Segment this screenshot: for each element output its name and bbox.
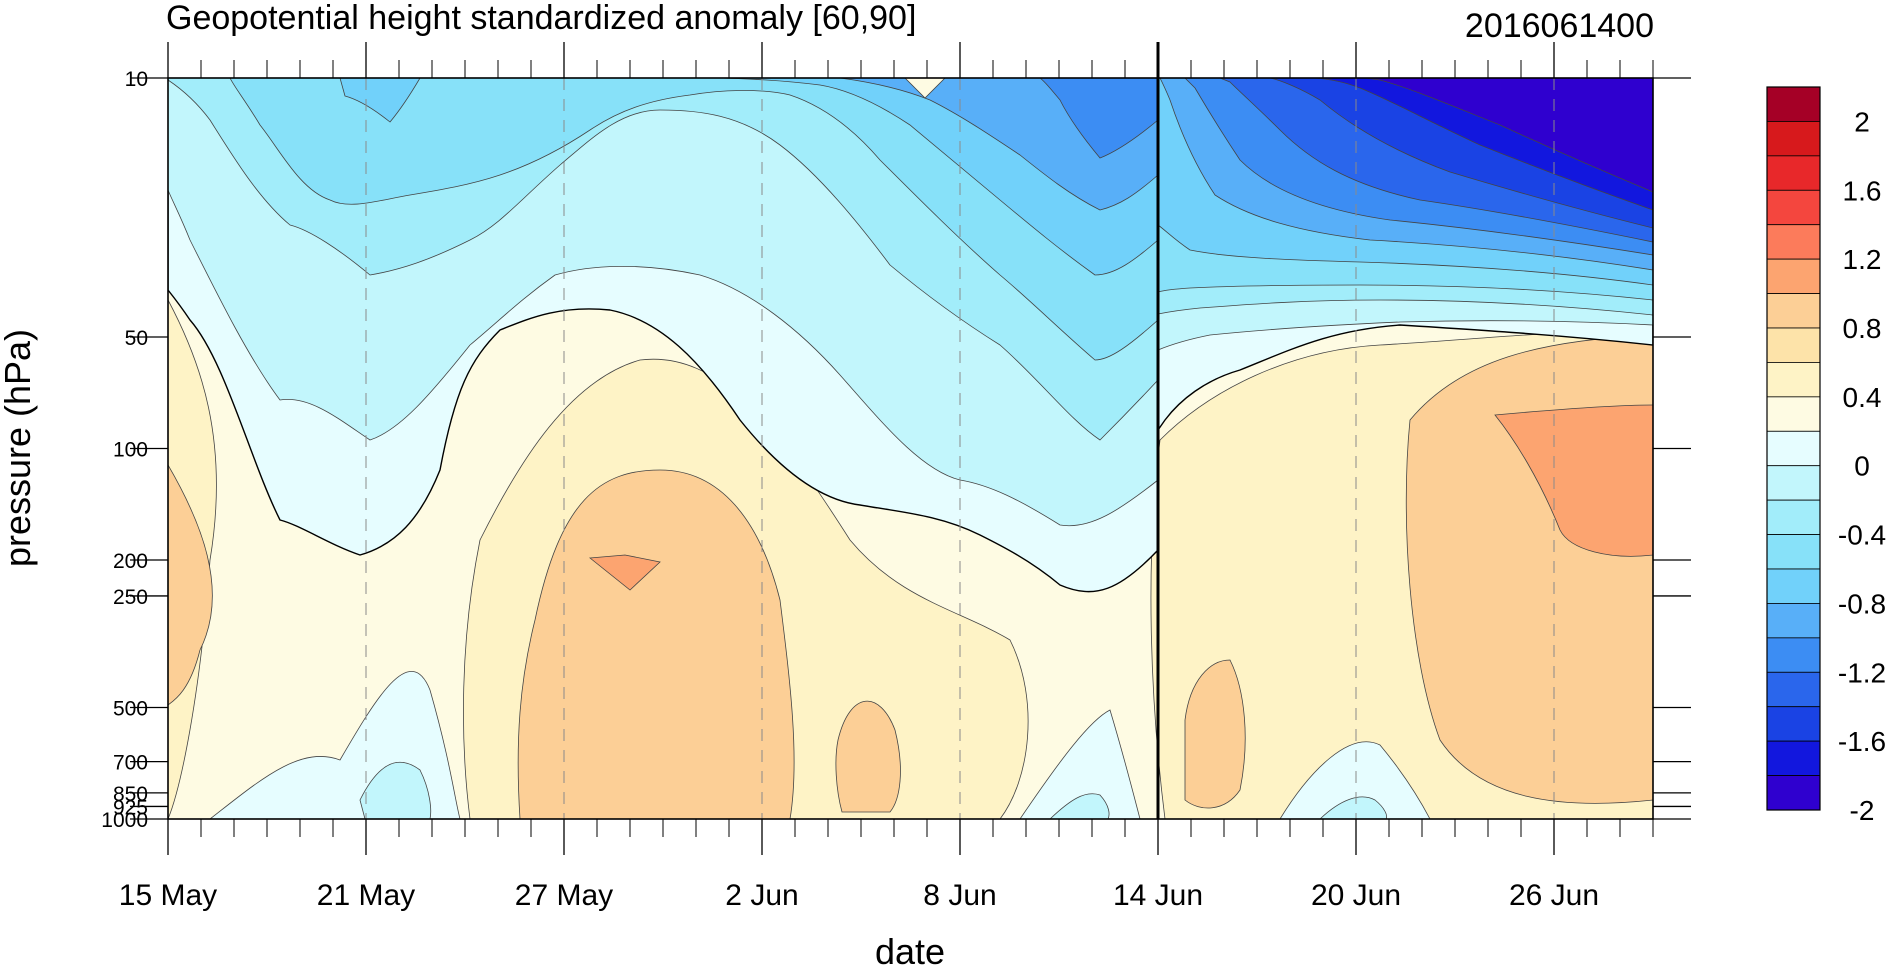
- colorbar-label: -1.6: [1838, 726, 1886, 757]
- y-tick-label: 500: [113, 697, 148, 720]
- y-tick-label: 925: [113, 796, 148, 819]
- x-tick-label: 21 May: [317, 879, 415, 912]
- colorbar-swatch: [1766, 740, 1821, 776]
- date-stamp: 2016061400: [1465, 7, 1654, 45]
- x-tick-label: 20 Jun: [1311, 879, 1401, 912]
- colorbar-label: 1.2: [1843, 244, 1882, 275]
- plot-frame: [167, 77, 1654, 820]
- colorbar-label: -1.2: [1838, 657, 1886, 688]
- axes: [130, 42, 1691, 855]
- colorbar-swatch: [1766, 637, 1821, 673]
- colorbar-swatch: [1766, 465, 1821, 501]
- y-tick-label: 200: [113, 550, 148, 573]
- colorbar-swatch: [1766, 499, 1821, 535]
- colorbar-swatch: [1766, 293, 1821, 329]
- colorbar-swatch: [1766, 224, 1821, 260]
- x-tick-label: 14 Jun: [1113, 879, 1203, 912]
- colorbar-labels: 2 1.6 1.2 0.8 0.4 0 -0.4 -0.8 -1.2 -1.6 -2: [1838, 106, 1886, 826]
- colorbar-swatch: [1766, 327, 1821, 363]
- colorbar-label: 0: [1854, 451, 1870, 482]
- colorbar-swatch: [1766, 86, 1821, 122]
- colorbar-swatch: [1766, 706, 1821, 742]
- colorbar-swatch: [1766, 258, 1821, 294]
- chart-title: Geopotential height standardized anomaly…: [166, 0, 916, 37]
- x-tick-label: 15 May: [119, 879, 217, 912]
- y-tick-label: 850: [113, 783, 148, 806]
- y-axis-label: pressure (hPa): [0, 329, 38, 567]
- colorbar-label: -0.4: [1838, 520, 1886, 551]
- colorbar-label: -2: [1850, 795, 1875, 826]
- colorbar-swatch: [1766, 775, 1821, 811]
- colorbar: [1766, 86, 1821, 811]
- x-tick-label: 26 Jun: [1509, 879, 1599, 912]
- colorbar-swatch: [1766, 603, 1821, 639]
- colorbar-swatch: [1766, 396, 1821, 432]
- colorbar-label: 1.6: [1843, 175, 1882, 206]
- y-tick-label: 100: [113, 439, 148, 462]
- colorbar-label: 2: [1854, 106, 1870, 137]
- colorbar-swatch: [1766, 155, 1821, 191]
- colorbar-label: -0.8: [1838, 588, 1886, 619]
- colorbar-frame: [1766, 86, 1821, 811]
- contour-field: [168, 78, 1653, 819]
- colorbar-swatch: [1766, 189, 1821, 226]
- colorbar-swatch: [1766, 430, 1821, 467]
- y-tick-label: 250: [113, 586, 148, 609]
- colorbar-swatch: [1766, 568, 1821, 604]
- colorbar-label: 0.8: [1843, 313, 1882, 344]
- x-tick-label: 27 May: [515, 879, 613, 912]
- colorbar-label: 0.4: [1843, 382, 1882, 413]
- x-tick-labels: 15 May 21 May 27 May 2 Jun 8 Jun 14 Jun 20 Jun…: [119, 879, 1599, 912]
- y-tick-label: 50: [125, 327, 148, 350]
- y-tick-label: 10: [125, 68, 148, 91]
- colorbar-swatch: [1766, 671, 1821, 708]
- x-axis-label: date: [875, 931, 945, 969]
- y-tick-label: 700: [113, 752, 148, 775]
- y-tick-label: 1000: [101, 809, 148, 832]
- x-tick-label: 2 Jun: [725, 879, 798, 912]
- colorbar-swatch: [1766, 121, 1821, 157]
- x-tick-label: 8 Jun: [923, 879, 996, 912]
- colorbar-swatch: [1766, 534, 1821, 570]
- colorbar-swatch: [1766, 362, 1821, 398]
